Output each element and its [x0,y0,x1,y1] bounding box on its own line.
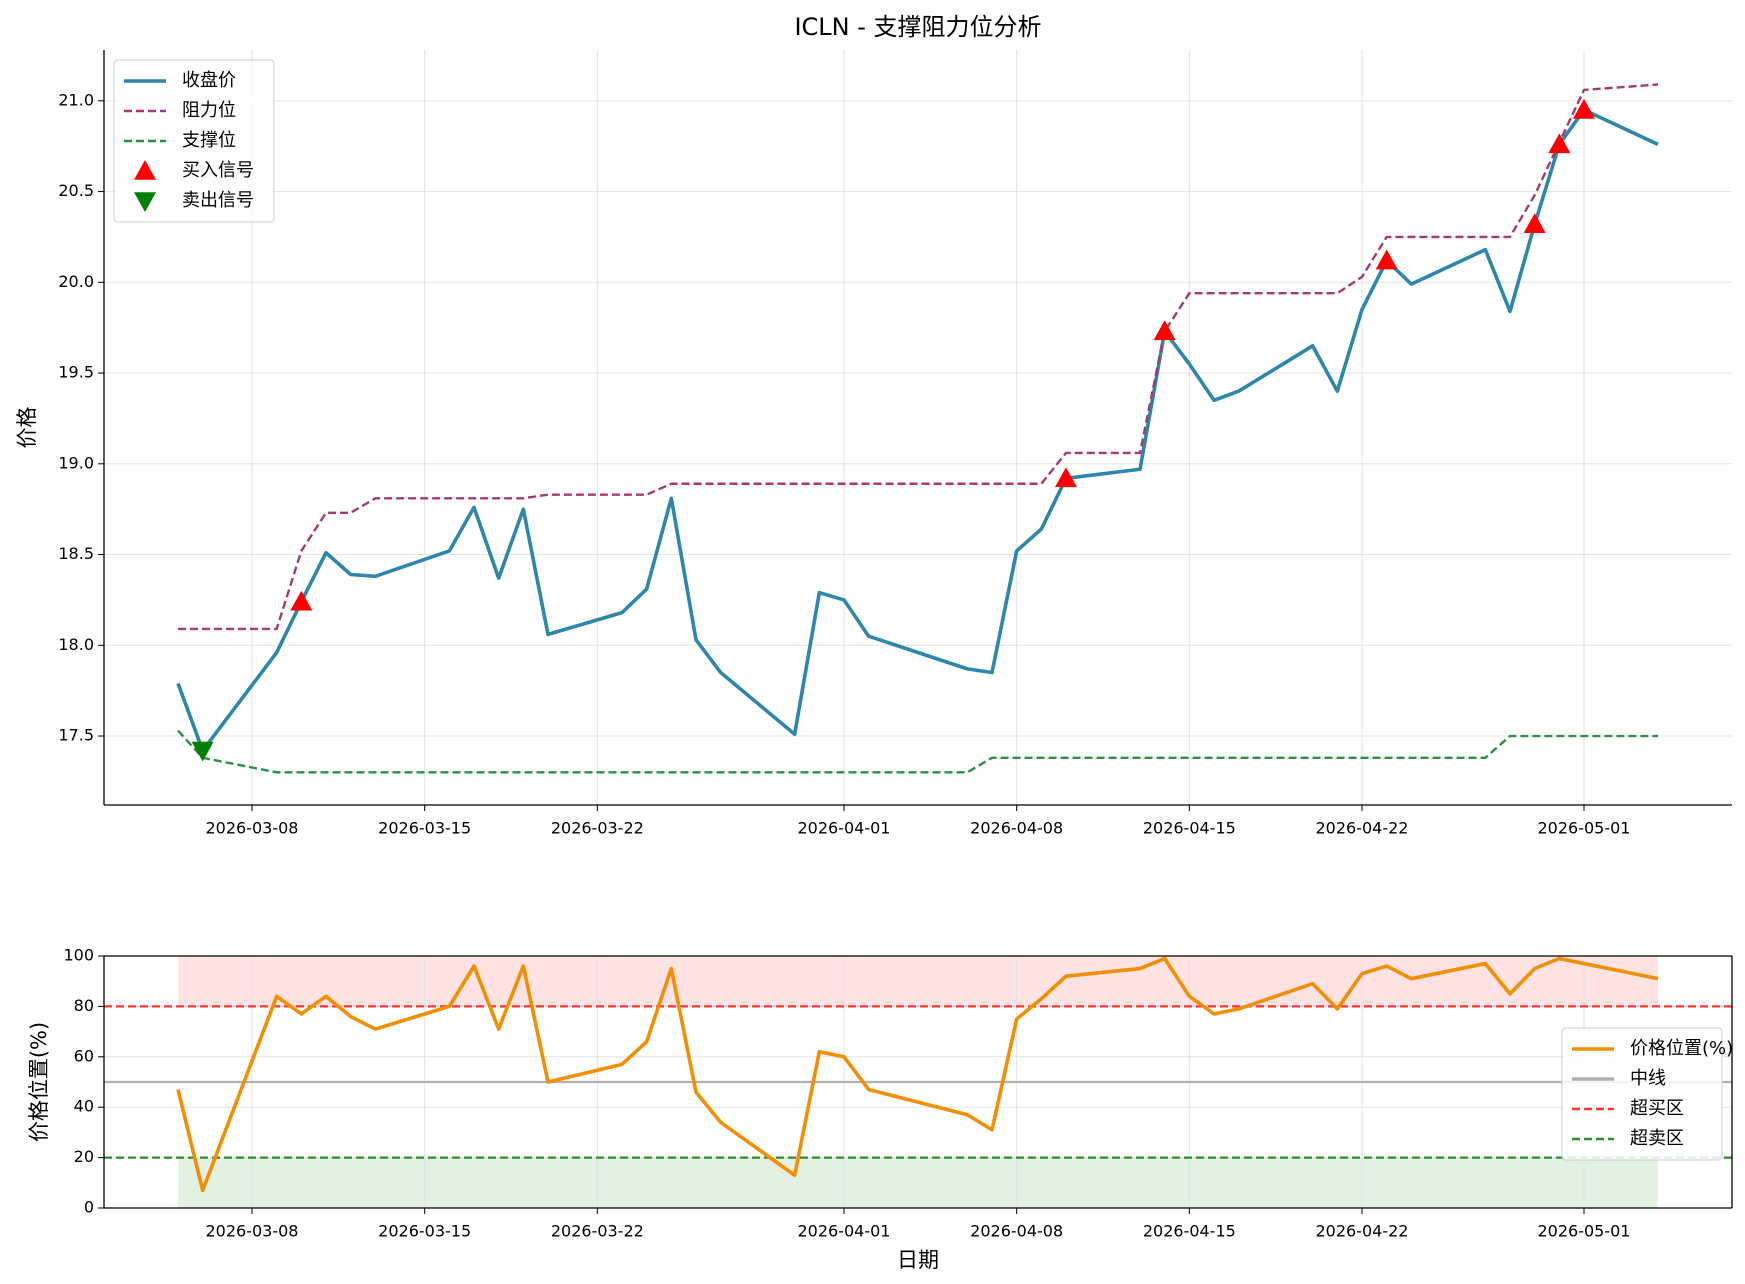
zone-band [178,956,1658,1007]
x-tick-label: 2026-03-15 [378,819,471,838]
x-tick-label: 2026-03-22 [551,819,644,838]
chart-title: ICLN - 支撑阻力位分析 [794,13,1041,41]
y-tick-label: 0 [84,1198,94,1217]
x-tick-label: 2026-04-22 [1316,819,1409,838]
signal-marker [1153,320,1176,341]
legend-label: 超卖区 [1630,1128,1684,1149]
x-tick-label: 2026-04-01 [798,819,891,838]
y-tick-label: 40 [74,1097,94,1116]
y-tick-label: 17.5 [58,726,94,745]
y-tick-label: 80 [74,996,94,1015]
x-tick-label: 2026-05-01 [1538,1222,1631,1241]
series-line [176,956,1659,1193]
y-tick-label: 20.5 [58,181,94,200]
legend-box [1561,1027,1723,1161]
signal-marker [1573,98,1595,119]
y-tick-label: 19.0 [58,453,94,472]
x-axis-label: 日期 [897,1248,939,1272]
legend-label: 中线 [1630,1068,1666,1089]
series-line [178,83,1659,631]
x-tick-label: 2026-03-22 [551,1222,644,1241]
x-tick-label: 2026-04-15 [1143,819,1236,838]
y-tick-label: 20 [74,1147,94,1166]
y-tick-label: 60 [74,1046,94,1065]
x-tick-label: 2026-04-08 [970,1222,1063,1241]
x-tick-label: 2026-03-08 [206,819,299,838]
y-axis-label: 价格位置(%) [27,1022,51,1142]
zone-band [178,1157,1658,1208]
legend-label: 卖出信号 [182,190,254,211]
y-tick-label: 19.5 [58,363,94,382]
x-tick-label: 2026-04-22 [1316,1222,1409,1241]
legend-label: 阻力位 [182,100,236,121]
legend-swatch [134,160,156,180]
y-tick-label: 100 [63,946,94,965]
legend-label: 价格位置(%) [1630,1038,1733,1059]
y-tick-label: 18.0 [58,635,94,654]
series-line [177,729,1658,774]
signal-marker [1548,133,1571,154]
legend-label: 超买区 [1630,1098,1684,1119]
x-tick-label: 2026-03-08 [206,1222,299,1241]
signal-marker [191,741,214,762]
legend-box [113,59,275,223]
legend-label: 收盘价 [182,70,236,91]
x-tick-label: 2026-04-08 [970,819,1063,838]
x-tick-label: 2026-04-01 [798,1222,891,1241]
x-tick-label: 2026-05-01 [1538,819,1631,838]
y-tick-label: 18.5 [58,544,94,563]
y-axis-label: 价格 [15,407,39,449]
signal-marker [1523,213,1546,234]
signal-marker [290,590,313,611]
y-tick-label: 20.0 [58,272,94,291]
y-tick-label: 21.0 [58,90,94,109]
signal-marker [1375,249,1398,270]
x-tick-label: 2026-04-15 [1143,1222,1236,1241]
legend-label: 支撑位 [182,130,236,151]
legend-swatch [134,192,156,212]
x-tick-label: 2026-03-15 [378,1222,471,1241]
legend-label: 买入信号 [182,160,254,181]
signal-marker [1055,467,1077,488]
